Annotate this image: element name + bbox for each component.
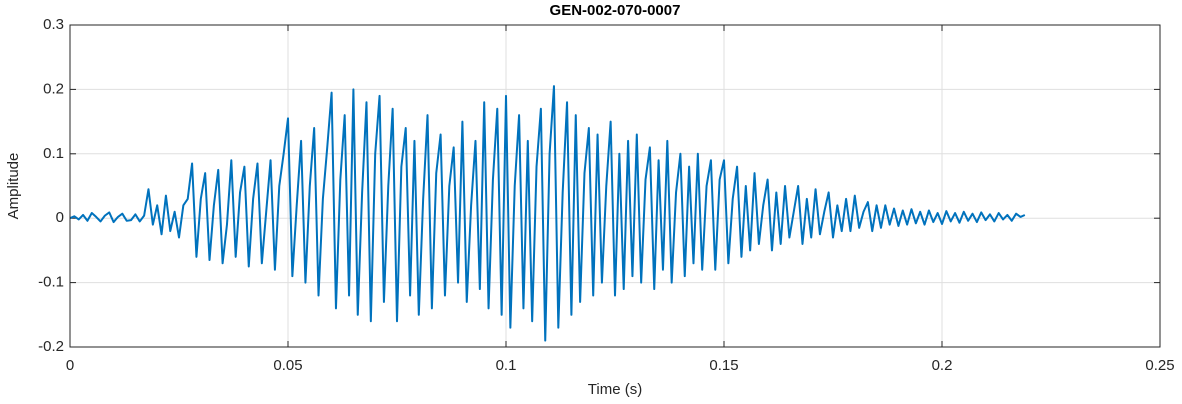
x-tick-label: 0	[66, 357, 74, 374]
y-tick-label: 0.2	[43, 80, 64, 97]
y-tick-label: -0.2	[38, 338, 64, 355]
x-tick-label: 0.15	[709, 357, 738, 374]
y-tick-label: 0	[56, 209, 64, 226]
axes-box	[69, 24, 1161, 348]
y-tick-label: 0.1	[43, 145, 64, 162]
x-tick-label: 0.2	[932, 357, 953, 374]
x-tick-label: 0.25	[1145, 357, 1174, 374]
plot-area	[70, 25, 1160, 347]
y-axis-label: Amplitude	[5, 153, 22, 220]
waveform-line	[69, 85, 1026, 342]
y-tick-label: -0.1	[38, 274, 64, 291]
chart-title: GEN-002-070-0007	[550, 2, 681, 19]
y-tick-label: 0.3	[43, 16, 64, 33]
x-axis-label: Time (s)	[588, 381, 642, 398]
x-tick-label: 0.1	[496, 357, 517, 374]
x-tick-label: 0.05	[273, 357, 302, 374]
